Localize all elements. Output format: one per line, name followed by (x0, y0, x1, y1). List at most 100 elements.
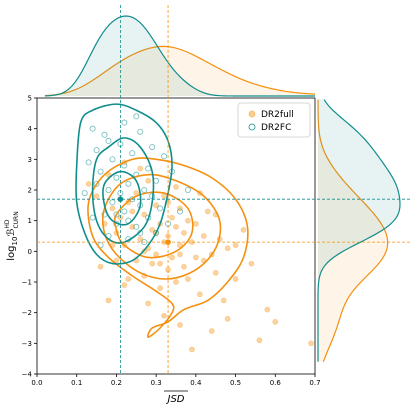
x-tick-label: 0.0 (31, 379, 42, 387)
y-axis-label-sup: HD (4, 219, 11, 229)
point-dr2full (105, 297, 112, 304)
point-dr2full (208, 328, 215, 334)
point-dr2full (232, 276, 239, 282)
y-axis-label: log10ℬHD CURN (4, 211, 20, 260)
point-dr2fc (93, 180, 100, 187)
point-dr2full (177, 322, 183, 328)
point-dr2full (157, 285, 164, 292)
y-tick-label: 1 (28, 217, 32, 225)
point-dr2full (185, 276, 191, 282)
point-dr2full (220, 297, 227, 304)
x-tick-label: 0.2 (111, 379, 122, 387)
point-dr2full (196, 291, 203, 298)
point-dr2fc (133, 223, 140, 230)
point-dr2fc (149, 144, 156, 151)
x-tick-label: 0.3 (151, 379, 162, 387)
y-tick-label: 5 (28, 95, 32, 103)
point-dr2full (173, 184, 179, 190)
point-dr2full (224, 245, 231, 252)
plot-frame (36, 97, 316, 375)
marginal-right-histogram (317, 99, 401, 362)
contour-dr2full (113, 191, 194, 259)
point-dr2full (173, 223, 179, 230)
y-tick-label: −1 (22, 279, 32, 287)
point-dr2full (149, 226, 156, 233)
point-dr2full (121, 282, 128, 288)
legend: DR2full DR2FC (237, 102, 311, 138)
point-dr2full (232, 242, 239, 249)
point-dr2full (97, 263, 104, 270)
x-tick-label: 0.6 (270, 379, 282, 387)
median-point-dr2fc (117, 196, 124, 202)
y-axis-label-sub2: CURN (13, 211, 20, 228)
point-dr2fc (141, 186, 148, 193)
legend-label-dr2full: DR2full (261, 110, 294, 120)
point-dr2full (177, 205, 183, 212)
point-dr2full (109, 205, 116, 212)
point-dr2full (192, 254, 199, 261)
point-dr2full (153, 202, 160, 209)
point-dr2full (240, 226, 247, 233)
point-dr2full (145, 300, 152, 307)
point-dr2full (161, 312, 167, 319)
contour-dr2fc (102, 170, 142, 226)
point-dr2full (153, 251, 160, 258)
point-dr2fc (161, 153, 168, 160)
point-dr2fc (125, 180, 132, 187)
point-dr2full (85, 180, 92, 187)
point-dr2fc (105, 186, 112, 193)
y-tick-label: 0 (28, 248, 32, 256)
point-dr2full (137, 236, 144, 242)
legend-marker-dr2fc (248, 123, 256, 131)
point-dr2fc (93, 147, 100, 154)
point-dr2fc (133, 171, 140, 178)
point-dr2full (169, 214, 175, 221)
x-axis-label: JSD (164, 390, 188, 405)
point-dr2full (308, 340, 314, 347)
point-dr2full (192, 220, 199, 227)
point-dr2fc (109, 199, 116, 206)
point-dr2fc (89, 125, 96, 132)
x-axis-label-text: JSD (166, 394, 185, 405)
x-tick-label: 0.1 (71, 379, 82, 387)
point-dr2full (141, 211, 148, 218)
right-density-fill-dr2full (318, 99, 388, 362)
point-dr2full (177, 251, 183, 258)
x-tick-label: 0.4 (190, 379, 202, 387)
point-dr2fc (101, 131, 108, 138)
y-axis-label-base: 10 (11, 237, 19, 246)
top-density-fill-dr2fc (44, 16, 315, 96)
point-dr2fc (141, 239, 148, 246)
point-dr2full (204, 208, 211, 215)
point-dr2full (113, 257, 120, 264)
point-dr2full (149, 260, 156, 267)
point-dr2full (129, 208, 136, 215)
y-axis-label-b: ℬ (6, 229, 17, 237)
legend-box (237, 102, 311, 138)
point-dr2full (181, 230, 187, 236)
main-plot: 0.0 0.1 0.2 0.3 0.4 0.5 0.6 0.7 −4 −3 −2 −1 0 1 2 3 4 5 (22, 95, 321, 388)
point-dr2full (256, 337, 263, 344)
x-tick-label: 0.5 (230, 379, 241, 387)
point-dr2fc (113, 211, 120, 218)
point-dr2full (200, 233, 207, 239)
point-dr2full (173, 279, 179, 285)
point-dr2full (264, 306, 271, 313)
right-density-line-dr2fc (317, 99, 401, 362)
point-dr2full (188, 346, 195, 353)
top-density-fill-dr2full (44, 46, 315, 96)
y-tick-label: 2 (28, 187, 32, 195)
point-dr2full (212, 269, 219, 276)
y-tick-label: 4 (28, 125, 33, 133)
right-density-line-dr2full (317, 99, 389, 362)
point-dr2full (93, 193, 100, 200)
contour-dr2full (87, 157, 249, 339)
point-dr2fc (97, 168, 104, 175)
top-density-line-dr2fc (44, 15, 315, 97)
point-dr2fc (81, 190, 88, 197)
contour-dr2fc (75, 103, 173, 265)
point-dr2full (185, 217, 191, 224)
point-dr2fc (85, 159, 92, 166)
point-dr2fc (184, 186, 191, 193)
